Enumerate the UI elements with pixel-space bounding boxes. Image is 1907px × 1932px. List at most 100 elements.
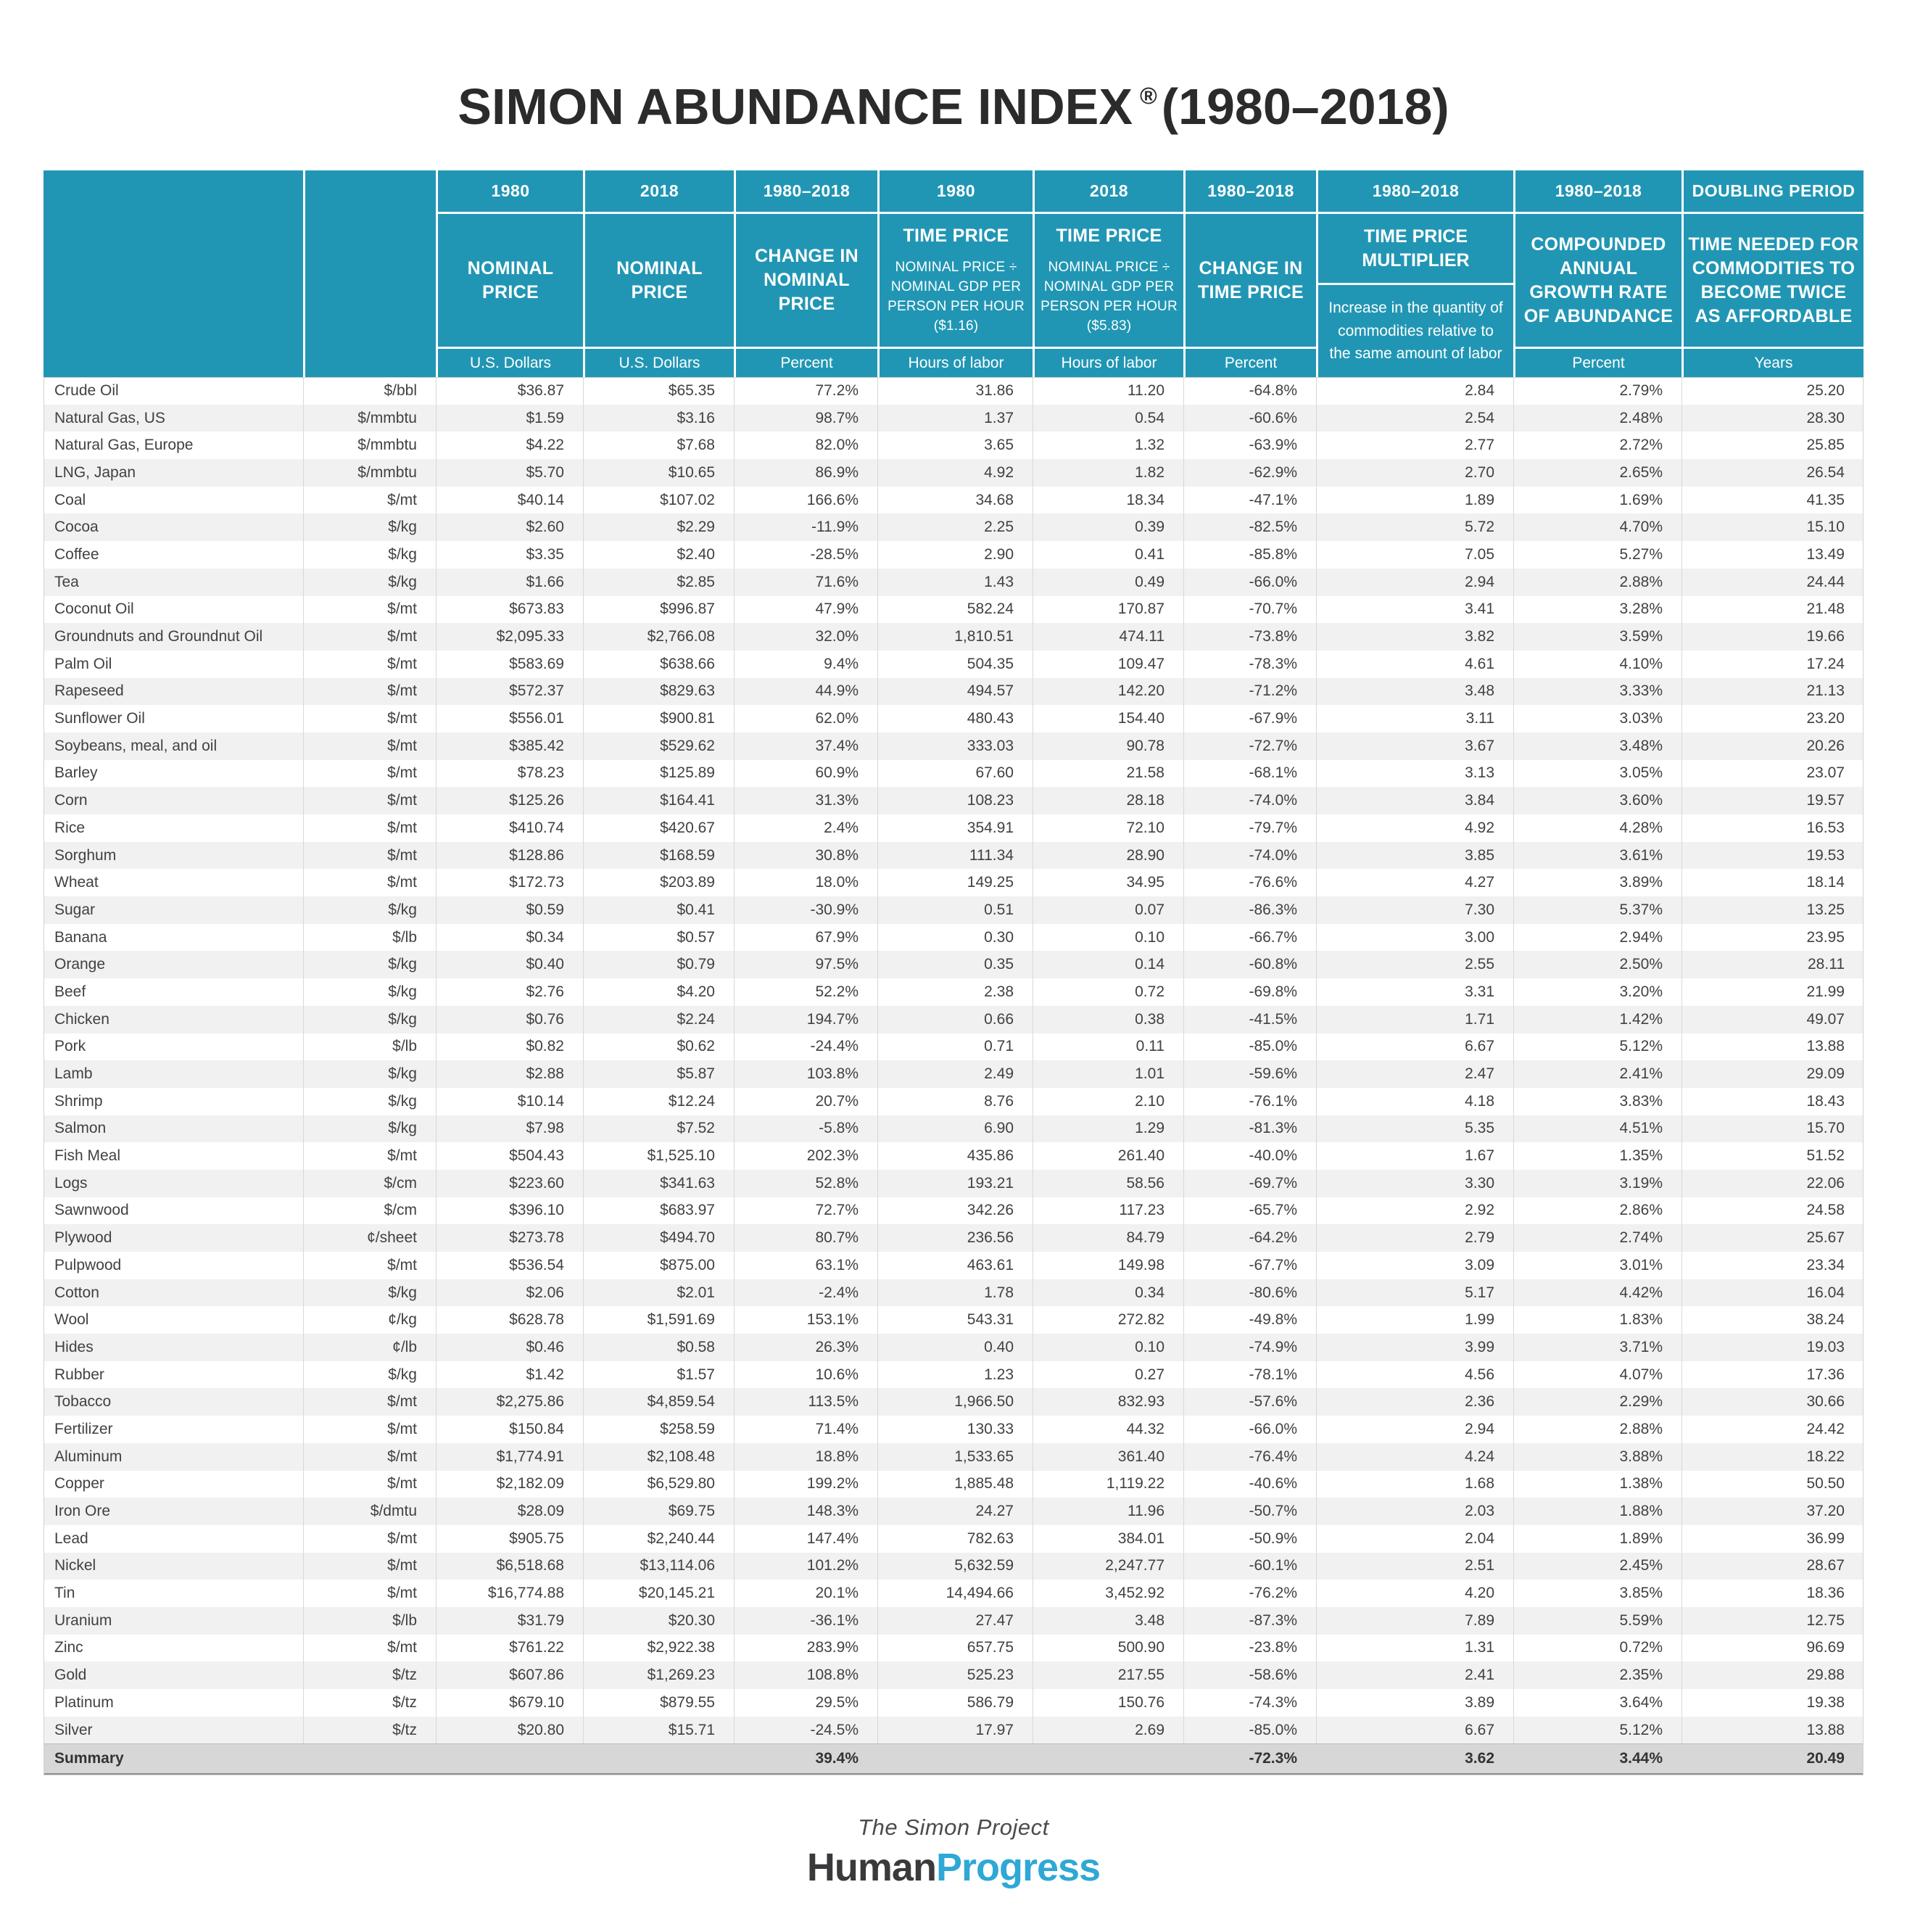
time-price-1980-cell: 14,494.66	[877, 1580, 1033, 1607]
unit-cell: $/mt	[303, 623, 436, 651]
unit-cell: ¢/kg	[303, 1306, 436, 1334]
column-title: TIME NEEDED FOR COMMODITIES TO BECOME TW…	[1688, 234, 1859, 326]
change-time-price-cell: -81.3%	[1183, 1115, 1316, 1143]
multiplier-cell: 3.67	[1316, 732, 1513, 760]
time-price-2018-cell: 84.79	[1033, 1224, 1183, 1252]
abundance-table: 1980 NOMINAL PRICE U.S. Dollars 2018 NOM…	[44, 170, 1863, 1776]
time-price-1980-cell: 1,533.65	[877, 1442, 1033, 1471]
table-row: Salmon $/kg $7.98 $7.52 -5.8% 6.90 1.29 -81.3% 5…	[44, 1115, 1863, 1143]
unit-cell: $/mmbtu	[303, 432, 436, 460]
change-nominal-cell: 2.4%	[734, 814, 877, 842]
unit-cell: $/mt	[303, 814, 436, 842]
header-col-commodity	[44, 170, 303, 377]
doubling-cell: 96.69	[1681, 1634, 1863, 1662]
time-price-2018-cell: 272.82	[1033, 1306, 1183, 1334]
change-nominal-cell: 98.7%	[734, 404, 877, 432]
change-nominal-cell: 29.5%	[734, 1689, 877, 1717]
change-nominal-cell: -11.9%	[734, 513, 877, 542]
unit-cell: $/lb	[303, 923, 436, 951]
unit-cell: $/mt	[303, 1416, 436, 1443]
time-price-2018-cell: 109.47	[1033, 650, 1183, 678]
nominal-1980-cell: $223.60	[436, 1169, 583, 1197]
nominal-1980-cell: $761.22	[436, 1634, 583, 1662]
nominal-2018-cell: $65.35	[583, 377, 734, 405]
doubling-cell: 18.14	[1681, 869, 1863, 897]
table-body: Crude Oil $/bbl $36.87 $65.35 77.2% 31.86 11.2…	[44, 377, 1863, 1776]
time-price-1980-cell: 0.66	[877, 1005, 1033, 1033]
doubling-cell: 15.10	[1681, 513, 1863, 542]
column-unit: U.S. Dollars	[469, 354, 552, 371]
nominal-2018-cell: $2.24	[583, 1005, 734, 1033]
multiplier-cell: 1.31	[1316, 1634, 1513, 1662]
time-price-1980-cell: 586.79	[877, 1689, 1033, 1717]
change-nominal-cell: -2.4%	[734, 1279, 877, 1307]
time-price-2018-cell: 0.14	[1033, 951, 1183, 979]
commodity-cell: Tobacco	[54, 1393, 112, 1411]
summary-label-cell: Summary	[54, 1750, 124, 1767]
table-row: Shrimp $/kg $10.14 $12.24 20.7% 8.76 2.10 -76.1…	[44, 1087, 1863, 1115]
time-price-2018-cell: 3.48	[1033, 1606, 1183, 1635]
time-price-2018-cell: 28.18	[1033, 787, 1183, 814]
nominal-1980-cell: $673.83	[436, 595, 583, 624]
unit-cell: $/kg	[303, 1361, 436, 1389]
nominal-2018-cell: $420.67	[583, 814, 734, 842]
cagr-cell: 5.27%	[1513, 541, 1681, 569]
unit-cell: $/mmbtu	[303, 404, 436, 432]
change-time-price-cell: -64.8%	[1183, 377, 1316, 405]
table-row: Hides ¢/lb $0.46 $0.58 26.3% 0.40 0.10 -74.9% 3.…	[44, 1334, 1863, 1361]
summary-nominal-2018-cell	[583, 1744, 734, 1774]
multiplier-cell: 7.89	[1316, 1606, 1513, 1635]
time-price-2018-cell: 28.90	[1033, 841, 1183, 870]
nominal-2018-cell: $0.57	[583, 923, 734, 951]
change-nominal-cell: 18.8%	[734, 1442, 877, 1471]
commodity-cell: Platinum	[54, 1693, 114, 1711]
change-time-price-cell: -69.7%	[1183, 1169, 1316, 1197]
multiplier-cell: 6.67	[1316, 1033, 1513, 1061]
cagr-cell: 2.94%	[1513, 923, 1681, 951]
change-time-price-cell: -85.0%	[1183, 1716, 1316, 1744]
nominal-2018-cell: $69.75	[583, 1498, 734, 1525]
time-price-2018-cell: 34.95	[1033, 869, 1183, 897]
table-row: Coal $/mt $40.14 $107.02 166.6% 34.68 18.34 -47…	[44, 486, 1863, 514]
time-price-2018-cell: 0.34	[1033, 1279, 1183, 1307]
time-price-2018-cell: 0.10	[1033, 1334, 1183, 1361]
time-price-2018-cell: 44.32	[1033, 1416, 1183, 1443]
multiplier-cell: 3.89	[1316, 1689, 1513, 1717]
change-nominal-cell: -30.9%	[734, 896, 877, 924]
multiplier-cell: 2.54	[1316, 404, 1513, 432]
time-price-2018-cell: 58.56	[1033, 1169, 1183, 1197]
time-price-1980-cell: 1.78	[877, 1279, 1033, 1307]
commodity-cell: Cocoa	[54, 519, 99, 536]
multiplier-cell: 2.77	[1316, 432, 1513, 460]
change-nominal-cell: -24.4%	[734, 1033, 877, 1061]
nominal-1980-cell: $1.66	[436, 568, 583, 596]
change-nominal-cell: 82.0%	[734, 432, 877, 460]
nominal-1980-cell: $2.88	[436, 1060, 583, 1088]
time-price-1980-cell: 2.49	[877, 1060, 1033, 1088]
table-row: Rapeseed $/mt $572.37 $829.63 44.9% 494.57 142…	[44, 677, 1863, 706]
time-price-1980-cell: 1.43	[877, 568, 1033, 596]
commodity-cell: Natural Gas, US	[54, 409, 165, 426]
nominal-1980-cell: $6,518.68	[436, 1552, 583, 1580]
nominal-2018-cell: $683.97	[583, 1197, 734, 1225]
time-price-1980-cell: 0.51	[877, 896, 1033, 924]
table-row: Rubber $/kg $1.42 $1.57 10.6% 1.23 0.27 -78.1% 4…	[44, 1361, 1863, 1389]
time-price-1980-cell: 657.75	[877, 1634, 1033, 1662]
commodity-cell: Lamb	[54, 1065, 93, 1083]
commodity-cell: Sunflower Oil	[54, 710, 145, 727]
rows-container: Crude Oil $/bbl $36.87 $65.35 77.2% 31.86 11.2…	[44, 377, 1863, 1744]
multiplier-cell: 3.00	[1316, 923, 1513, 951]
change-nominal-cell: 20.7%	[734, 1087, 877, 1115]
time-price-2018-cell: 1,119.22	[1033, 1470, 1183, 1498]
nominal-2018-cell: $164.41	[583, 787, 734, 814]
doubling-cell: 13.88	[1681, 1716, 1863, 1744]
summary-doubling-cell: 20.49	[1681, 1744, 1863, 1774]
table-row: Cotton $/kg $2.06 $2.01 -2.4% 1.78 0.34 -80.6% 5…	[44, 1279, 1863, 1307]
unit-cell: $/mt	[303, 1524, 436, 1553]
nominal-1980-cell: $31.79	[436, 1606, 583, 1635]
column-title: TIME PRICE	[903, 226, 1009, 247]
commodity-cell: Tin	[54, 1585, 75, 1602]
header-col-time-price-2018: 2018 TIME PRICE NOMINAL PRICE ÷ NOMINAL …	[1033, 170, 1183, 377]
table-row: Wheat $/mt $172.73 $203.89 18.0% 149.25 34.95-…	[44, 869, 1863, 897]
change-nominal-cell: 166.6%	[734, 486, 877, 514]
